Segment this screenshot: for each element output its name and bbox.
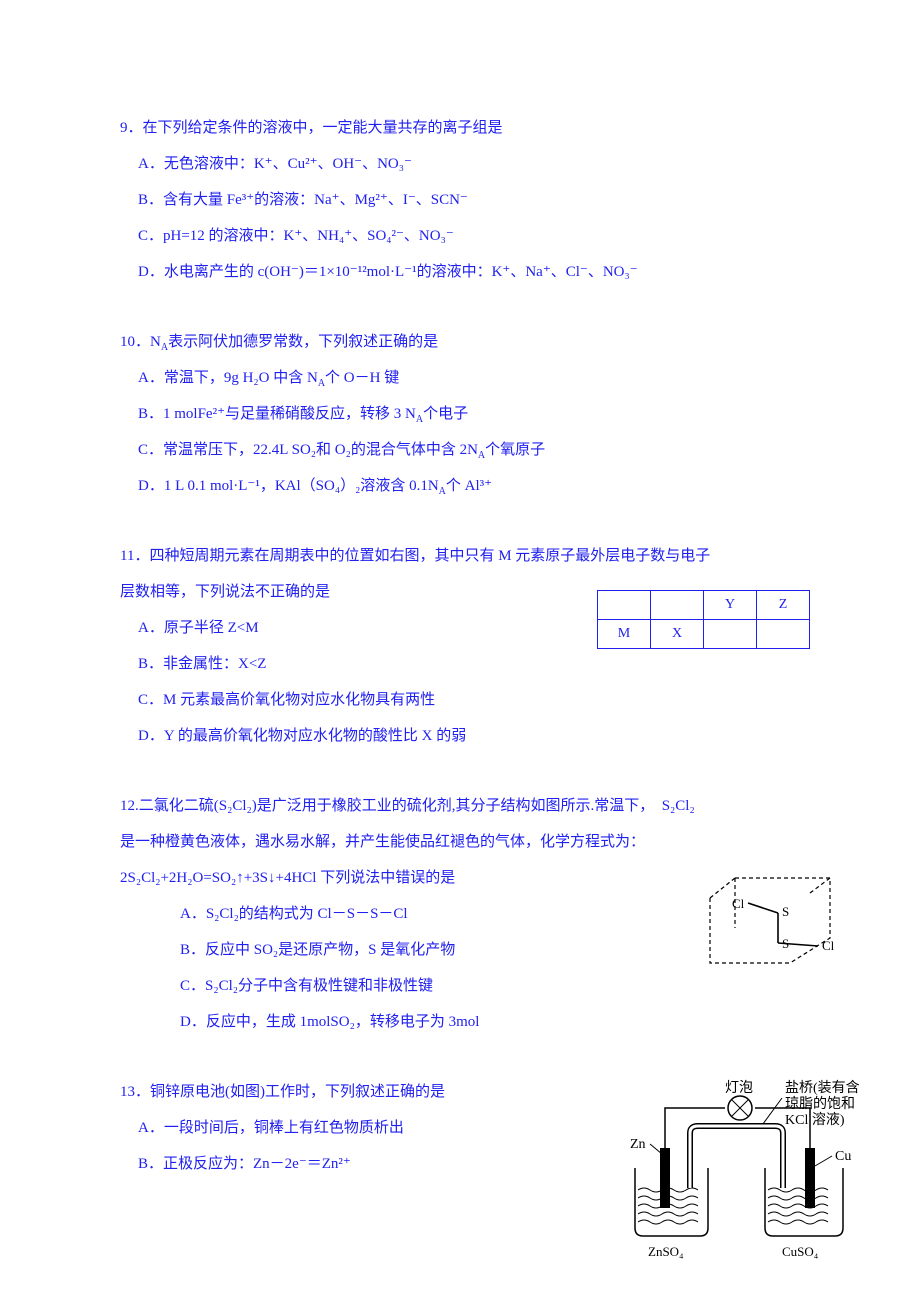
q9-num: 9． bbox=[120, 120, 143, 136]
q13-num: 13． bbox=[120, 1084, 150, 1100]
q12-num: 12. bbox=[120, 798, 139, 814]
q12-stem2: 是一种橙黄色液体，遇水易水解，并产生能使品红褪色的气体，化学方程式为： bbox=[120, 824, 800, 860]
label-bulb: 灯泡 bbox=[725, 1080, 753, 1096]
cell bbox=[704, 620, 757, 649]
q11-stem1: 11．四种短周期元素在周期表中的位置如右图，其中只有 M 元素原子最外层电子数与… bbox=[120, 538, 800, 574]
q12-s1: 二氯化二硫(S₂Cl₂)是广泛用于橡胶工业的硫化剂,其分子结构如图所示.常温下，… bbox=[139, 798, 695, 814]
question-10: 10．NA表示阿伏加德罗常数，下列叙述正确的是 A．常温下，9g H₂O 中含 … bbox=[120, 324, 800, 504]
q12-opt-c: C．S₂Cl₂分子中含有极性键和非极性键 bbox=[120, 968, 800, 1004]
label-cl2: Cl bbox=[822, 938, 835, 953]
cell: Z bbox=[757, 591, 810, 620]
table-row: M X bbox=[598, 620, 810, 649]
q11-num: 11． bbox=[120, 548, 149, 564]
q10-a-pre: A．常温下，9g H₂O 中含 N bbox=[138, 370, 318, 386]
label-cuso4: CuSO₄ bbox=[782, 1244, 819, 1259]
label-cl1: Cl bbox=[732, 896, 745, 911]
label-znso4: ZnSO₄ bbox=[648, 1244, 684, 1259]
q10-c-pre: C．常温常压下，22.4L SO₂和 O₂的混合气体中含 2N bbox=[138, 442, 478, 458]
q10-d-sub: A bbox=[439, 486, 446, 497]
q9-opt-d: D．水电离产生的 c(OH⁻)＝1×10⁻¹²mol·L⁻¹的溶液中：K⁺、Na… bbox=[120, 254, 800, 290]
q9-opt-c: C．pH=12 的溶液中：K⁺、NH₄⁺、SO₄²⁻、NO₃⁻ bbox=[120, 218, 800, 254]
question-9: 9．在下列给定条件的溶液中，一定能大量共存的离子组是 A．无色溶液中：K⁺、Cu… bbox=[120, 110, 800, 290]
label-bridge1: 盐桥(装有含 bbox=[785, 1080, 860, 1096]
q10-b-sub: A bbox=[416, 414, 423, 425]
q10-post: 表示阿伏加德罗常数，下列叙述正确的是 bbox=[168, 334, 438, 350]
q10-stem: 10．NA表示阿伏加德罗常数，下列叙述正确的是 bbox=[120, 324, 800, 360]
q10-sub: A bbox=[161, 342, 168, 353]
cell bbox=[651, 591, 704, 620]
q10-b-post: 个电子 bbox=[423, 406, 468, 422]
table-row: Y Z bbox=[598, 591, 810, 620]
q9-opt-a: A．无色溶液中：K⁺、Cu²⁺、OH⁻、NO₃⁻ bbox=[120, 146, 800, 182]
q11-opt-c: C．M 元素最高价氧化物对应水化物具有两性 bbox=[120, 682, 800, 718]
q10-num: 10． bbox=[120, 334, 150, 350]
cell: Y bbox=[704, 591, 757, 620]
q10-c-post: 个氧原子 bbox=[485, 442, 545, 458]
q12-stem3: 2S₂Cl₂+2H₂O=SO₂↑+3S↓+4HCl 下列说法中错误的是 bbox=[120, 860, 800, 896]
q11-opt-d: D．Y 的最高价氧化物对应水化物的酸性比 X 的弱 bbox=[120, 718, 800, 754]
q10-d-pre: D．1 L 0.1 mol·L⁻¹，KAl（SO₄）₂溶液含 0.1N bbox=[138, 478, 439, 494]
q10-b-pre: B．1 molFe²⁺与足量稀硝酸反应，转移 3 N bbox=[138, 406, 416, 422]
label-zn: Zn bbox=[630, 1137, 646, 1152]
q10-opt-a: A．常温下，9g H₂O 中含 NA个 O－H 键 bbox=[120, 360, 800, 396]
q11-periodic-table: Y Z M X bbox=[597, 590, 810, 649]
q12-opt-b: B．反应中 SO₂是还原产物，S 是氧化产物 bbox=[120, 932, 800, 968]
q11-stem1-t: 四种短周期元素在周期表中的位置如右图，其中只有 M 元素原子最外层电子数与电子 bbox=[149, 548, 710, 564]
label-bridge3: KCl 溶液) bbox=[785, 1112, 845, 1128]
q10-a-sub: A bbox=[318, 378, 325, 389]
label-bridge2: 琼脂的饱和 bbox=[785, 1096, 855, 1112]
q12-opt-a: A．S₂Cl₂的结构式为 Cl－S－S－Cl bbox=[120, 896, 800, 932]
q10-pre: N bbox=[150, 334, 161, 350]
battery-diagram-icon: 灯泡 盐桥(装有含 琼脂的饱和 KCl 溶液) Zn Cu ZnSO₄ CuSO… bbox=[610, 1078, 880, 1278]
q12-opt-d: D．反应中，生成 1molSO₂，转移电子为 3mol bbox=[120, 1004, 800, 1040]
q13-stem-t: 铜锌原电池(如图)工作时，下列叙述正确的是 bbox=[150, 1084, 445, 1100]
q10-a-post: 个 O－H 键 bbox=[325, 370, 399, 386]
q9-stem: 9．在下列给定条件的溶液中，一定能大量共存的离子组是 bbox=[120, 110, 800, 146]
q12-stem1: 12.二氯化二硫(S₂Cl₂)是广泛用于橡胶工业的硫化剂,其分子结构如图所示.常… bbox=[120, 788, 800, 824]
q10-opt-b: B．1 molFe²⁺与足量稀硝酸反应，转移 3 NA个电子 bbox=[120, 396, 800, 432]
s2cl2-structure-icon: Cl S S Cl bbox=[700, 868, 850, 978]
label-s1: S bbox=[782, 904, 789, 919]
q9-stem-text: 在下列给定条件的溶液中，一定能大量共存的离子组是 bbox=[143, 120, 503, 136]
q10-opt-d: D．1 L 0.1 mol·L⁻¹，KAl（SO₄）₂溶液含 0.1NA个 Al… bbox=[120, 468, 800, 504]
cell bbox=[598, 591, 651, 620]
q9-opt-b: B．含有大量 Fe³⁺的溶液：Na⁺、Mg²⁺、I⁻、SCN⁻ bbox=[120, 182, 800, 218]
cell bbox=[757, 620, 810, 649]
q10-opt-c: C．常温常压下，22.4L SO₂和 O₂的混合气体中含 2NA个氧原子 bbox=[120, 432, 800, 468]
q11-opt-b: B．非金属性：X<Z bbox=[120, 646, 800, 682]
cell: X bbox=[651, 620, 704, 649]
cell: M bbox=[598, 620, 651, 649]
label-cu: Cu bbox=[835, 1149, 851, 1164]
question-12: 12.二氯化二硫(S₂Cl₂)是广泛用于橡胶工业的硫化剂,其分子结构如图所示.常… bbox=[120, 788, 800, 1040]
q10-d-post: 个 Al³⁺ bbox=[446, 478, 492, 494]
label-s2: S bbox=[782, 936, 789, 951]
